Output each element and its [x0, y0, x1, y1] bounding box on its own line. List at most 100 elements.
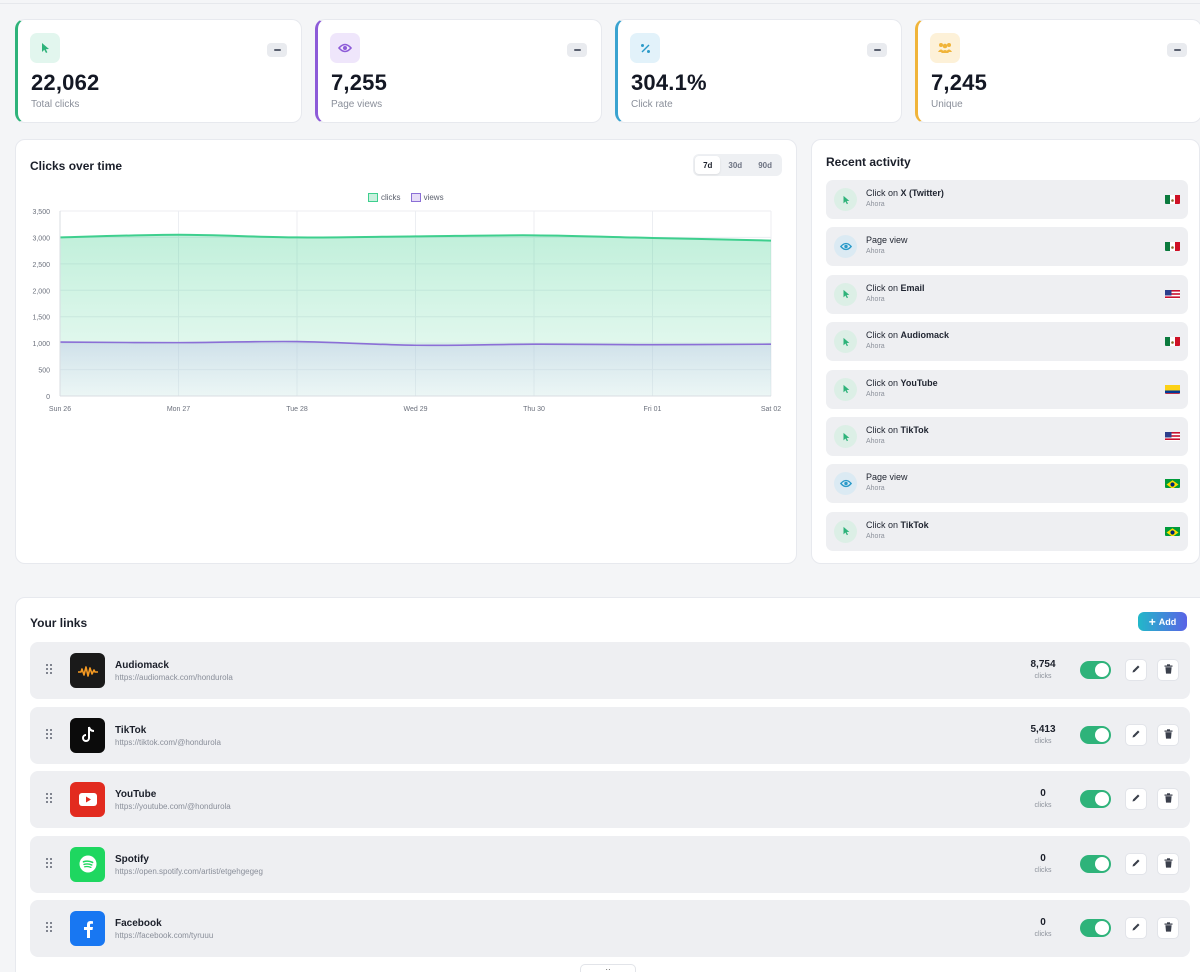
activity-time: Ahora — [866, 485, 885, 493]
range-90d[interactable]: 90d — [758, 160, 772, 170]
link-url: https://tiktok.com/@hondurola — [115, 737, 221, 747]
link-row: YouTube https://youtube.com/@hondurola 0 cl… — [30, 771, 1190, 828]
drag-handle-icon[interactable] — [46, 664, 54, 676]
drag-handle-icon[interactable] — [46, 857, 54, 870]
y-tick-label: 1,000 — [32, 341, 50, 348]
cursor-icon — [834, 188, 857, 211]
link-click-count: 0 — [1040, 917, 1046, 928]
users-icon — [930, 33, 960, 63]
link-click-count: 5,413 — [1030, 723, 1056, 735]
delete-link-button[interactable] — [1157, 917, 1179, 939]
link-name: Audiomack — [115, 660, 169, 671]
delete-link-button[interactable] — [1157, 659, 1179, 681]
flag-mx-icon — [1165, 193, 1180, 204]
stat-label: Page views — [331, 99, 383, 110]
trash-icon — [1164, 855, 1173, 873]
legend-swatch-clicks — [368, 193, 378, 202]
legend-item-views[interactable]: views — [410, 193, 444, 202]
edit-link-button[interactable] — [1125, 723, 1147, 746]
clicks-label: clicks — [1034, 673, 1052, 680]
x-tick-label: Mon 27 — [167, 406, 190, 413]
delete-link-button[interactable] — [1157, 788, 1179, 810]
legend-item-clicks[interactable]: clicks — [368, 193, 401, 202]
x-tick-label: Wed 29 — [404, 406, 428, 413]
activity-text: Click on Audiomack — [866, 330, 949, 340]
eye-icon — [834, 235, 857, 259]
drag-handle-icon[interactable] — [46, 728, 54, 741]
spotify-icon — [70, 846, 105, 882]
flag-mx-icon — [1165, 240, 1180, 252]
percent-icon — [630, 33, 660, 63]
y-tick-label: 2,000 — [32, 288, 50, 295]
collapse-button[interactable] — [867, 43, 887, 57]
clicks-label: clicks — [1034, 737, 1052, 745]
link-url: https://youtube.com/@hondurola — [115, 802, 231, 811]
collapse-button[interactable] — [567, 43, 587, 57]
x-tick-label: Sat 02 — [761, 406, 781, 413]
collapse-button[interactable] — [267, 43, 287, 57]
activity-item: Click on X (Twitter) Ahora — [826, 180, 1188, 219]
activity-card: Recent activity Click on X (Twitter) Ahor… — [811, 139, 1200, 564]
link-click-count: 8,754 — [1030, 659, 1056, 670]
eye-icon — [330, 33, 360, 63]
activity-target: Email — [900, 282, 925, 293]
y-tick-label: 0 — [46, 394, 50, 401]
activity-time: Ahora — [866, 201, 885, 208]
youtube-icon — [70, 782, 105, 817]
activity-time: Ahora — [866, 248, 885, 256]
links-title: Your links — [30, 616, 88, 630]
activity-text: Page view — [866, 472, 908, 482]
link-url: https://audiomack.com/hondurola — [115, 673, 233, 682]
stat-card-unique: 7,245 Unique — [915, 19, 1200, 123]
stat-value: 22,062 — [31, 70, 100, 95]
stat-label: Total clicks — [31, 99, 80, 110]
range-30d[interactable]: 30d — [728, 160, 743, 170]
chart-card: Clicks over time 7d 30d 90d clicks views… — [15, 139, 797, 564]
activity-text: Click on X (Twitter) — [866, 188, 944, 198]
link-url: https://facebook.com/tyruuu — [115, 931, 214, 940]
load-more-tab[interactable]: ·· — [580, 964, 636, 972]
activity-target: Audiomack — [900, 330, 950, 341]
legend-label: views — [423, 193, 444, 202]
stat-card-click-rate: 304.1% Click rate — [615, 19, 902, 123]
delete-link-button[interactable] — [1157, 852, 1179, 875]
link-enabled-toggle[interactable] — [1080, 790, 1111, 808]
delete-link-button[interactable] — [1157, 723, 1179, 746]
edit-link-button[interactable] — [1125, 659, 1147, 681]
flag-br-icon — [1165, 525, 1180, 536]
activity-prefix: Click on — [866, 377, 901, 388]
activity-text: Click on Email — [866, 283, 925, 293]
link-enabled-toggle[interactable] — [1080, 854, 1111, 873]
activity-time: Ahora — [866, 438, 885, 445]
pencil-icon — [1131, 855, 1141, 873]
activity-prefix: Click on — [866, 425, 901, 435]
drag-handle-icon[interactable] — [46, 922, 54, 934]
plus-icon: + — [1148, 614, 1156, 629]
clicks-label: clicks — [1034, 802, 1052, 809]
activity-item: Page view Ahora — [826, 464, 1188, 504]
y-tick-label: 1,500 — [32, 315, 50, 322]
activity-text: Click on TikTok — [866, 520, 929, 530]
activity-target: TikTok — [900, 425, 929, 435]
edit-link-button[interactable] — [1125, 917, 1147, 939]
drag-handle-icon[interactable] — [46, 793, 54, 805]
link-enabled-toggle[interactable] — [1080, 725, 1111, 744]
range-7d[interactable]: 7d — [695, 156, 721, 174]
activity-text: Click on YouTube — [866, 378, 938, 388]
stat-label: Click rate — [631, 99, 673, 110]
clicks-chart: 0 500 1,000 1,500 2,000 2,500 3,000 3,500 Sun 26… — [32, 209, 781, 413]
cursor-icon — [834, 519, 857, 543]
flag-us-icon — [1165, 288, 1180, 299]
flag-co-icon — [1165, 383, 1180, 394]
edit-link-button[interactable] — [1125, 852, 1147, 875]
stat-label: Unique — [931, 99, 963, 110]
add-link-button[interactable]: + Add — [1138, 612, 1187, 631]
link-enabled-toggle[interactable] — [1080, 661, 1111, 679]
facebook-icon — [70, 911, 105, 946]
activity-text: Page view — [866, 235, 908, 245]
edit-link-button[interactable] — [1125, 788, 1147, 810]
collapse-button[interactable] — [1167, 43, 1187, 57]
link-name: TikTok — [115, 724, 147, 736]
eye-icon — [834, 472, 857, 496]
link-enabled-toggle[interactable] — [1080, 919, 1111, 937]
